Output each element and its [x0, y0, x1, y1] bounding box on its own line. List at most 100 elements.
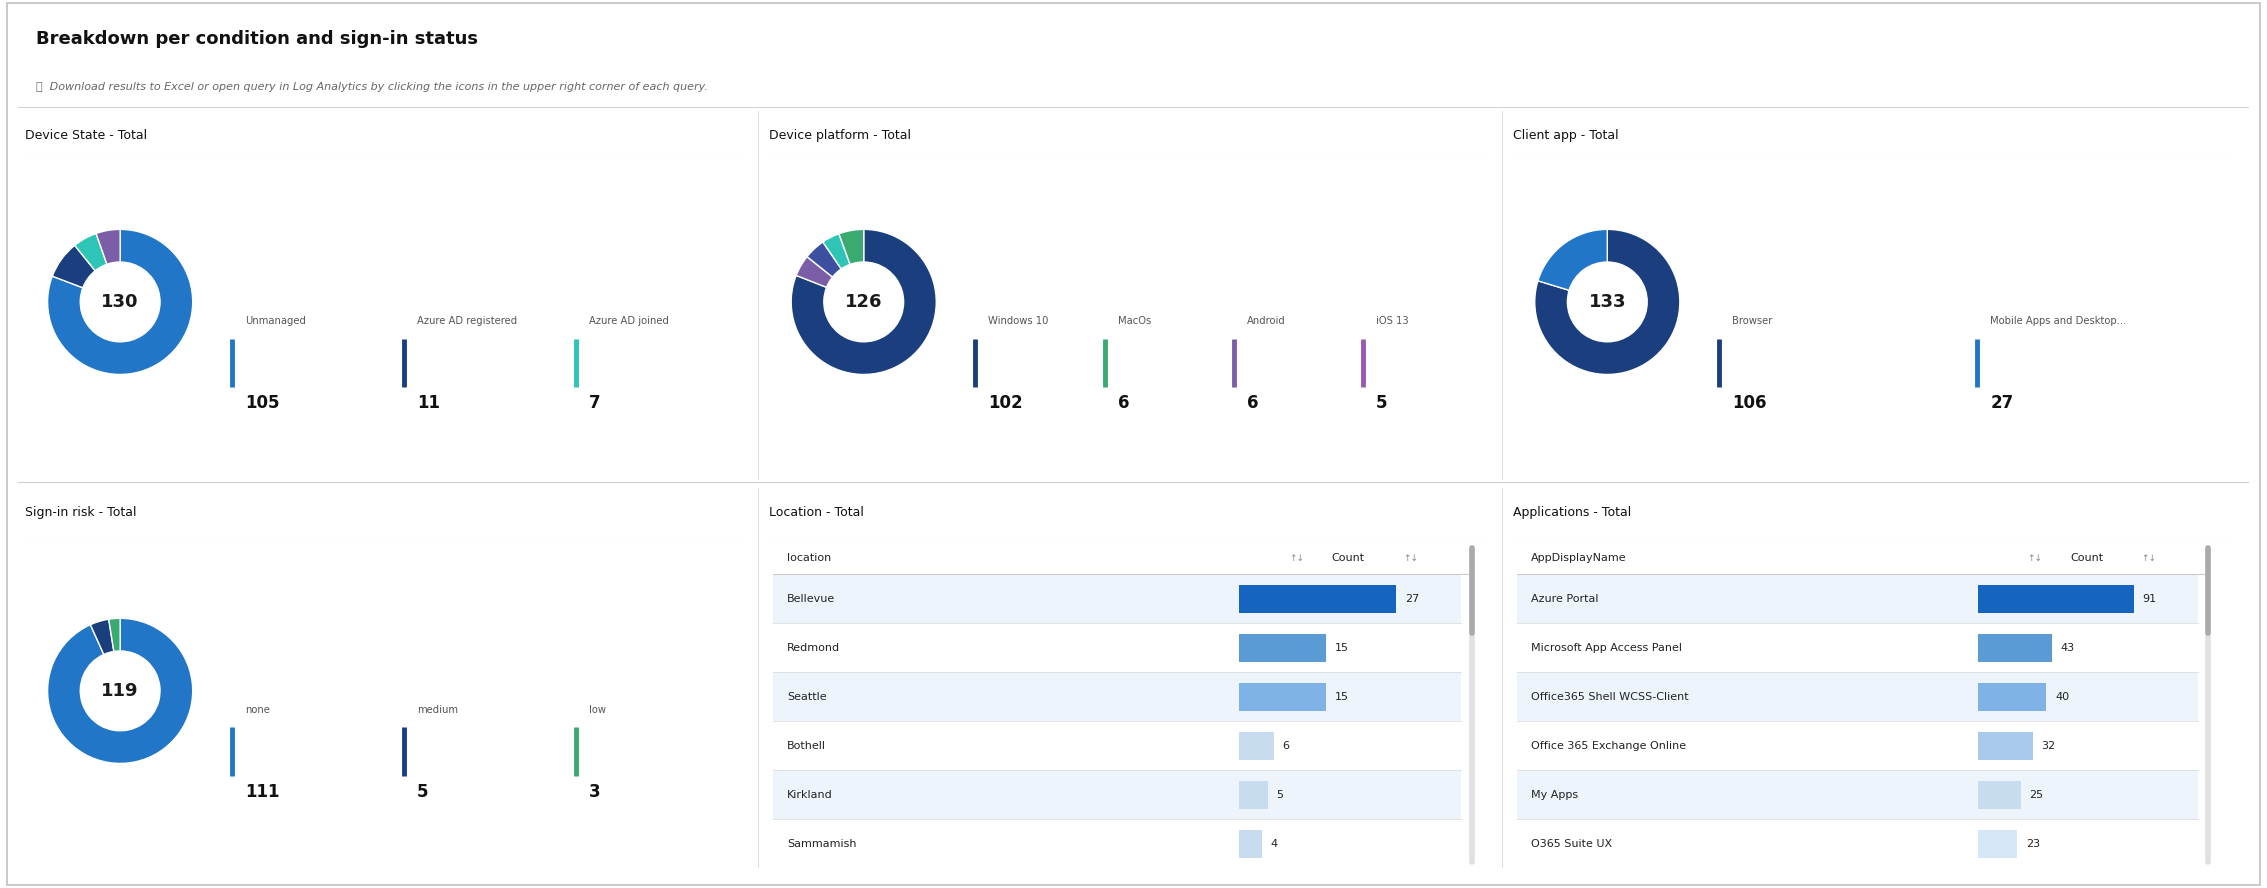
Text: Device platform - Total: Device platform - Total — [769, 129, 911, 142]
Text: Azure Portal: Azure Portal — [1530, 594, 1598, 604]
Text: 119: 119 — [102, 682, 138, 700]
Text: Count: Count — [2070, 553, 2104, 563]
Wedge shape — [95, 229, 120, 265]
Bar — [1517, 623, 2197, 672]
Text: ↑↓: ↑↓ — [1290, 553, 1304, 562]
Text: My Apps: My Apps — [1530, 790, 1578, 800]
Text: 6: 6 — [1247, 394, 1258, 412]
Wedge shape — [48, 618, 193, 764]
Bar — [1517, 820, 2197, 868]
Text: Sign-in risk - Total: Sign-in risk - Total — [25, 506, 136, 519]
Text: Location - Total: Location - Total — [769, 506, 864, 519]
Wedge shape — [109, 618, 120, 652]
Text: Bothell: Bothell — [787, 741, 827, 751]
Bar — [773, 820, 1460, 868]
Text: Azure AD joined: Azure AD joined — [589, 316, 669, 327]
Text: location: location — [787, 553, 832, 563]
Text: ↑↓: ↑↓ — [2140, 553, 2156, 562]
Text: Client app - Total: Client app - Total — [1512, 129, 1619, 142]
Bar — [1977, 733, 2033, 759]
Bar — [773, 623, 1460, 672]
Bar — [773, 771, 1460, 820]
Wedge shape — [52, 245, 95, 288]
Wedge shape — [1535, 229, 1680, 375]
Wedge shape — [839, 229, 864, 265]
Wedge shape — [823, 234, 850, 269]
Wedge shape — [91, 619, 113, 654]
Text: 91: 91 — [2142, 594, 2156, 604]
Text: Redmond: Redmond — [787, 643, 841, 653]
Text: 106: 106 — [1732, 394, 1766, 412]
Text: Device State - Total: Device State - Total — [25, 129, 147, 142]
Text: 133: 133 — [1589, 293, 1625, 311]
Text: 102: 102 — [988, 394, 1022, 412]
Bar — [1977, 683, 2047, 710]
Text: 15: 15 — [1335, 692, 1349, 702]
Text: Windows 10: Windows 10 — [988, 316, 1050, 327]
Text: 6: 6 — [1283, 741, 1290, 751]
Text: 105: 105 — [245, 394, 279, 412]
Bar — [1238, 683, 1326, 710]
Text: Sammamish: Sammamish — [787, 839, 857, 849]
Text: Browser: Browser — [1732, 316, 1773, 327]
Bar — [1238, 830, 1263, 858]
Text: 43: 43 — [2061, 643, 2074, 653]
Text: 11: 11 — [417, 394, 440, 412]
Text: 4: 4 — [1270, 839, 1279, 849]
Text: 126: 126 — [846, 293, 882, 311]
Text: 5: 5 — [1276, 790, 1283, 800]
Wedge shape — [75, 234, 107, 271]
Text: 27: 27 — [1990, 394, 2013, 412]
Text: Breakdown per condition and sign-in status: Breakdown per condition and sign-in stat… — [36, 30, 478, 48]
Text: Office 365 Exchange Online: Office 365 Exchange Online — [1530, 741, 1687, 751]
Text: 32: 32 — [2040, 741, 2056, 751]
Text: Unmanaged: Unmanaged — [245, 316, 306, 327]
Text: ↑↓: ↑↓ — [2027, 553, 2043, 562]
Text: 7: 7 — [589, 394, 601, 412]
Wedge shape — [796, 257, 832, 288]
Bar — [1238, 781, 1267, 809]
Text: 3: 3 — [589, 783, 601, 801]
Text: 15: 15 — [1335, 643, 1349, 653]
Text: 27: 27 — [1406, 594, 1419, 604]
Bar — [773, 721, 1460, 771]
Text: ↑↓: ↑↓ — [1403, 553, 1419, 562]
Text: Microsoft App Access Panel: Microsoft App Access Panel — [1530, 643, 1682, 653]
Text: MacOs: MacOs — [1118, 316, 1152, 327]
Text: 25: 25 — [2029, 790, 2043, 800]
Bar — [773, 672, 1460, 721]
Bar — [1517, 672, 2197, 721]
Text: 5: 5 — [417, 783, 428, 801]
Text: Applications - Total: Applications - Total — [1512, 506, 1630, 519]
Wedge shape — [807, 242, 841, 277]
Text: low: low — [589, 705, 605, 716]
Text: AppDisplayName: AppDisplayName — [1530, 553, 1625, 563]
Wedge shape — [1537, 229, 1607, 290]
Text: 23: 23 — [2027, 839, 2040, 849]
Text: Office365 Shell WCSS-Client: Office365 Shell WCSS-Client — [1530, 692, 1689, 702]
Bar — [1517, 575, 2197, 623]
Text: none: none — [245, 705, 270, 716]
Text: 40: 40 — [2054, 692, 2070, 702]
Text: Bellevue: Bellevue — [787, 594, 837, 604]
Bar — [1977, 830, 2018, 858]
Text: Android: Android — [1247, 316, 1285, 327]
Text: 💡  Download results to Excel or open query in Log Analytics by clicking the icon: 💡 Download results to Excel or open quer… — [36, 83, 707, 92]
Wedge shape — [791, 229, 936, 375]
Bar — [1238, 585, 1396, 613]
Text: Kirkland: Kirkland — [787, 790, 834, 800]
Bar — [1517, 721, 2197, 771]
Bar — [773, 575, 1460, 623]
Wedge shape — [48, 229, 193, 375]
Text: Mobile Apps and Desktop...: Mobile Apps and Desktop... — [1990, 316, 2126, 327]
Bar — [1977, 585, 2133, 613]
Text: 5: 5 — [1376, 394, 1387, 412]
Bar — [1238, 634, 1326, 662]
Text: Count: Count — [1331, 553, 1365, 563]
Text: 111: 111 — [245, 783, 279, 801]
Text: Azure AD registered: Azure AD registered — [417, 316, 517, 327]
Bar — [1238, 733, 1274, 759]
Bar — [1977, 634, 2052, 662]
Text: 6: 6 — [1118, 394, 1129, 412]
Text: iOS 13: iOS 13 — [1376, 316, 1408, 327]
